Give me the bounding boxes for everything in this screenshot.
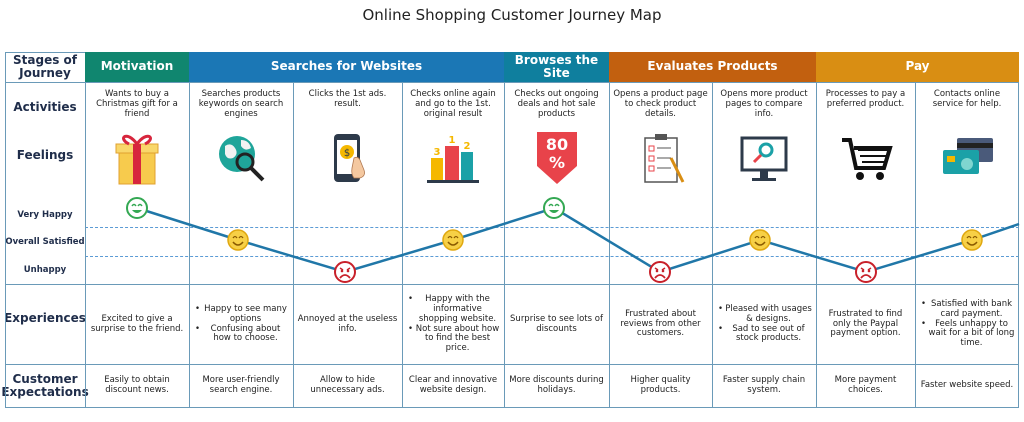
experience-item: Annoyed at the useless info. <box>297 313 398 334</box>
satisfied-face-icon <box>442 229 464 251</box>
satisfied-face-icon <box>227 229 249 251</box>
stage-header: Motivation <box>85 52 189 82</box>
experience-item: Feels unhappy to wait for a bit of long … <box>921 319 1015 349</box>
podium-number: 3 <box>434 147 441 158</box>
podium-number: 2 <box>464 141 471 152</box>
activity-text: Opens more product pages to compare info… <box>720 89 808 119</box>
stage-header: Pay <box>816 52 1019 82</box>
feelings-chart <box>126 197 1020 283</box>
row-label-very-happy: Very Happy <box>17 210 73 221</box>
discount-percent: % <box>548 153 564 172</box>
expectation-text: Higher quality products. <box>630 375 691 395</box>
podium-number: 1 <box>449 135 456 146</box>
satisfied-face-icon <box>961 229 983 251</box>
grid-line-vertical <box>712 52 713 408</box>
grid-line-vertical <box>1018 52 1019 408</box>
experience-cell: Annoyed at the useless info. <box>293 285 402 364</box>
very-happy-face-icon <box>543 197 565 219</box>
grid-line-experiences-bottom <box>5 364 1019 365</box>
shopping-cart-icon <box>841 138 893 180</box>
grid-line-feelings-bottom <box>5 284 1019 285</box>
feelings-line <box>136 206 1020 274</box>
activity-text: Wants to buy a Christmas gift for a frie… <box>96 89 178 119</box>
unhappy-face-icon <box>855 261 877 283</box>
checklist-icon <box>643 134 684 183</box>
monitor-search-icon <box>740 136 788 181</box>
grid-line-vertical <box>5 52 6 408</box>
ranking-podium-icon: 312 <box>427 135 479 183</box>
experience-cell: Happy with the informative shopping webs… <box>402 285 504 364</box>
satisfied-face-icon <box>749 229 771 251</box>
globe-search-icon <box>219 136 265 182</box>
experience-item: Satisfied with bank card payment. <box>921 299 1015 320</box>
row-label-activities: Activities <box>13 100 77 115</box>
experience-item: Frustrated about reviews from other cust… <box>620 308 701 339</box>
experience-cell: Frustrated about reviews from other cust… <box>609 285 712 364</box>
experience-item: Surprise to see lots of discounts <box>510 313 603 334</box>
grid-line-stage-bottom <box>5 82 1019 83</box>
expectation-text: More discounts during holidays. <box>509 375 604 395</box>
activity-text: Searches products keywords on search eng… <box>198 89 284 119</box>
grid-line-vertical <box>293 52 294 408</box>
grid-line-vertical <box>189 52 190 408</box>
dashed-line-lower <box>85 256 1019 257</box>
experience-item: Sad to see out of stock products. <box>718 324 812 345</box>
svg-text:$: $ <box>343 148 349 159</box>
stage-header: Searches for Websites <box>189 52 504 82</box>
expectation-text: Faster website speed. <box>920 380 1014 391</box>
experience-cell: Excited to give a surprise to the friend… <box>85 285 189 364</box>
row-label-overall-satisfied: Overall Satisfied <box>5 237 85 248</box>
activity-text: Contacts online service for help. <box>932 89 1002 109</box>
row-label-stages: Stages of Journey <box>13 52 77 80</box>
dashed-line-upper <box>85 227 1019 228</box>
expectation-text: Faster supply chain system. <box>722 375 806 395</box>
grid-line-vertical <box>504 52 505 408</box>
very-happy-face-icon <box>126 197 148 219</box>
experience-item: Confusing about how to choose. <box>195 324 289 345</box>
discount-number: 80 <box>545 135 567 154</box>
experience-cell: Surprise to see lots of discounts <box>504 285 609 364</box>
activity-text: Opens a product page to check product de… <box>613 89 708 119</box>
gift-icon <box>115 134 159 185</box>
experience-cell: Frustrated to find only the Paypal payme… <box>816 285 915 364</box>
grid-line-vertical <box>609 52 610 408</box>
expectation-text: Allow to hide unnecessary ads. <box>310 375 385 395</box>
experience-item: Excited to give a surprise to the friend… <box>90 313 184 334</box>
expectation-text: More user-friendly search engine. <box>202 375 280 395</box>
row-label-expectations: Customer Expectations <box>1 371 89 399</box>
stage-header: Evaluates Products <box>609 52 816 82</box>
credit-card-icon <box>943 138 993 174</box>
journey-map-grid: Stages of Journey Activities Feelings Ve… <box>1 52 1020 408</box>
experience-cell: Pleased with usages & designs.Sad to see… <box>712 285 816 364</box>
experience-item: Frustrated to find only the Paypal payme… <box>828 308 903 339</box>
grid-line-vertical <box>85 52 86 408</box>
row-label-feelings: Feelings <box>16 148 74 163</box>
experience-item: Happy to see many options <box>195 304 289 325</box>
expectation-text: Clear and innovative website design. <box>408 375 498 395</box>
phone-tap-icon: $ <box>333 134 365 182</box>
discount-tag-icon: 80% <box>536 132 577 184</box>
activity-text: Processes to pay a preferred product. <box>825 89 906 109</box>
unhappy-face-icon <box>334 261 356 283</box>
grid-line-vertical <box>915 52 916 408</box>
activity-text: Checks out ongoing deals and hot sale pr… <box>514 89 599 119</box>
page-title: Online Shopping Customer Journey Map <box>362 6 662 24</box>
grid-line-bottom <box>5 407 1019 408</box>
unhappy-face-icon <box>649 261 671 283</box>
stage-header: Browses the Site <box>504 52 609 82</box>
activity-text: Clicks the 1st ads. result. <box>308 89 387 109</box>
row-label-experiences: Experiences <box>4 311 86 326</box>
grid-line-vertical <box>816 52 817 408</box>
activity-text: Checks online again and go to the 1st. o… <box>410 89 496 119</box>
row-label-unhappy: Unhappy <box>23 265 67 276</box>
experience-item: Not sure about how to find the best pric… <box>408 324 500 354</box>
experience-cell: Happy to see many optionsConfusing about… <box>189 285 293 364</box>
expectation-text: More payment choices. <box>834 375 897 395</box>
experience-cell: Satisfied with bank card payment.Feels u… <box>915 285 1019 364</box>
expectation-text: Easily to obtain discount news. <box>104 375 170 395</box>
grid-line-vertical <box>402 52 403 408</box>
experience-item: Pleased with usages & designs. <box>718 304 812 325</box>
experience-item: Happy with the informative shopping webs… <box>408 294 500 324</box>
